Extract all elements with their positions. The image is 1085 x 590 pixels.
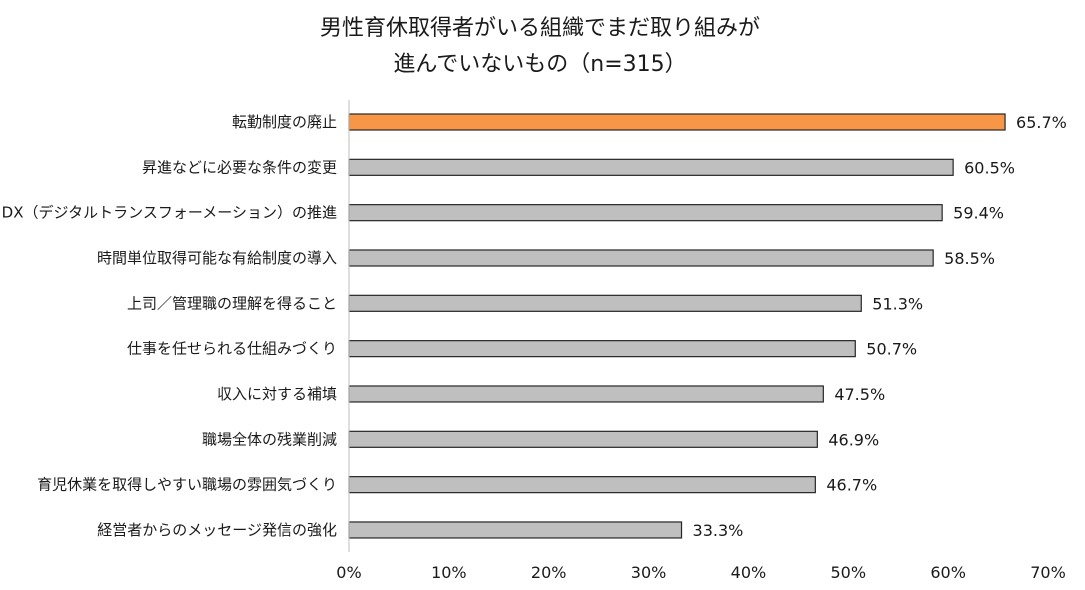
bar-8 <box>348 430 818 448</box>
category-label-1: 転勤制度の廃止 <box>232 113 337 131</box>
value-labels-group: 65.7% 60.5% 59.4% 58.5% 51.3% 50.7% 47.5% 46.9%… <box>693 113 1067 540</box>
x-tick-label-20: 20% <box>531 563 567 582</box>
bars-group <box>348 113 1006 539</box>
category-label-4: 時間単位取得可能な有給制度の導入 <box>97 249 337 267</box>
category-label-2: 昇進などに必要な条件の変更 <box>142 158 337 176</box>
value-label-2: 60.5% <box>964 158 1015 177</box>
category-label-9: 育児休業を取得しやすい職場の雰囲気づくり <box>37 476 337 494</box>
category-label-3: DX（デジタルトランスフォーメーション）の推進 <box>2 204 337 222</box>
bar-10 <box>348 521 683 539</box>
x-tick-label-70: 70% <box>1030 563 1066 582</box>
x-tick-label-10: 10% <box>431 563 467 582</box>
bar-9 <box>348 476 816 494</box>
x-tick-label-30: 30% <box>631 563 667 582</box>
bar-5 <box>348 294 862 312</box>
value-label-5: 51.3% <box>872 294 923 313</box>
value-label-8: 46.9% <box>828 430 879 449</box>
value-label-10: 33.3% <box>693 521 744 540</box>
value-label-3: 59.4% <box>953 204 1004 223</box>
category-label-6: 仕事を任せられる仕組みづくり <box>127 340 337 358</box>
category-label-10: 経営者からのメッセージ発信の強化 <box>97 521 337 539</box>
bar-1 <box>348 113 1006 131</box>
bar-6 <box>348 340 856 358</box>
x-tick-label-50: 50% <box>831 563 867 582</box>
value-label-4: 58.5% <box>944 249 995 268</box>
value-label-6: 50.7% <box>866 340 917 359</box>
x-tick-label-60: 60% <box>930 563 966 582</box>
value-label-7: 47.5% <box>834 385 885 404</box>
chart-title-line-1: 男性育休取得者がいる組織でまだ取り組みが <box>320 16 760 41</box>
value-label-1: 65.7% <box>1016 113 1067 132</box>
bar-4 <box>348 249 934 267</box>
value-label-9: 46.7% <box>826 476 877 495</box>
x-tick-label-40: 40% <box>731 563 767 582</box>
x-tick-label-0: 0% <box>336 563 361 582</box>
bar-3 <box>348 204 943 222</box>
category-label-7: 収入に対する補填 <box>217 385 337 403</box>
category-label-5: 上司／管理職の理解を得ること <box>127 294 337 312</box>
x-axis-tick-labels-group: 0% 10% 20% 30% 40% 50% 60% 70% <box>336 563 1065 582</box>
bar-7 <box>348 385 824 403</box>
chart-title-line-2: 進んでいないもの（n=315） <box>393 52 686 77</box>
category-label-8: 職場全体の残業削減 <box>202 430 337 448</box>
bar-2 <box>348 158 954 176</box>
